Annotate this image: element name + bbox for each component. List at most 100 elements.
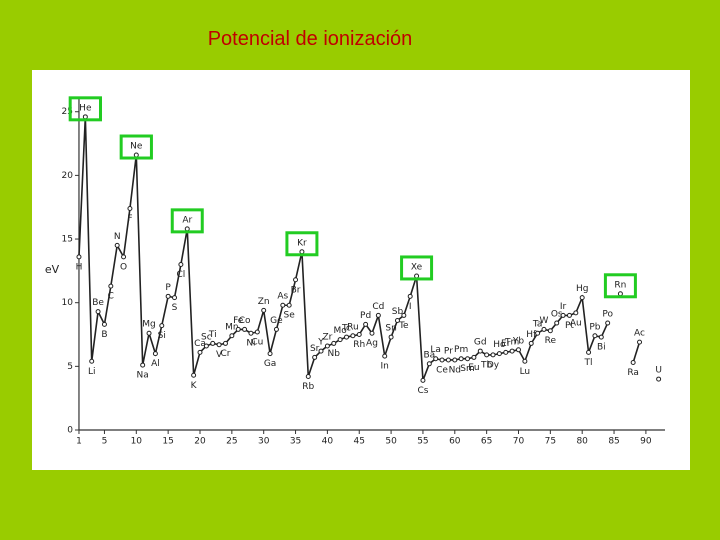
element-label: Pb — [589, 322, 600, 332]
element-label: Cu — [251, 337, 263, 347]
element-label: Rn — [614, 280, 626, 290]
data-point — [82, 114, 88, 120]
data-point — [363, 321, 369, 327]
y-tick-label: 25 — [62, 107, 73, 117]
data-point — [152, 351, 158, 357]
element-label: Si — [158, 331, 166, 341]
x-tick-label: 40 — [322, 437, 334, 447]
data-point — [248, 330, 254, 336]
element-label: Ni — [246, 339, 255, 349]
element-label: Eu — [468, 363, 479, 373]
element-label: Y — [317, 338, 324, 348]
data-point — [235, 326, 241, 332]
element-label: Gd — [474, 338, 487, 348]
data-point — [127, 205, 133, 211]
data-point — [484, 352, 490, 358]
data-point — [586, 349, 592, 355]
element-label: Rh — [353, 340, 365, 350]
data-point — [637, 339, 643, 345]
element-label: Br — [291, 285, 301, 295]
element-label: Cd — [372, 302, 384, 312]
element-label: Pm — [454, 345, 468, 355]
data-point — [617, 291, 623, 297]
data-point — [286, 302, 292, 308]
data-point — [522, 358, 528, 364]
element-label: Al — [151, 359, 160, 369]
x-tick-label: 10 — [131, 437, 143, 447]
highlight-box — [170, 208, 204, 234]
data-point — [121, 254, 127, 260]
data-point — [547, 328, 553, 334]
data-point — [592, 333, 598, 339]
x-tick-label: 50 — [385, 437, 397, 447]
slide-title: Potencial de ionización — [207, 28, 413, 50]
element-label: K — [191, 381, 198, 391]
data-point — [114, 242, 120, 248]
element-label: Ca — [194, 339, 206, 349]
y-axis-label: eV — [45, 263, 60, 276]
element-label: Er — [501, 339, 511, 349]
data-point — [191, 372, 197, 378]
data-point — [445, 357, 451, 363]
element-label: Yb — [512, 336, 524, 346]
data-point — [356, 332, 362, 338]
data-point — [197, 349, 203, 355]
data-point — [280, 302, 286, 308]
element-label: V — [216, 350, 223, 360]
data-point — [89, 358, 95, 364]
x-tick-label: 30 — [258, 437, 270, 447]
element-label: Cs — [417, 386, 428, 396]
x-tick-label: 20 — [194, 437, 206, 447]
element-label: W — [540, 316, 549, 326]
element-label: F — [127, 214, 132, 224]
data-point — [210, 340, 216, 346]
data-point — [439, 357, 445, 363]
data-point — [503, 349, 509, 355]
y-tick-label: 20 — [62, 171, 74, 181]
data-point — [222, 340, 228, 346]
x-tick-label: 35 — [290, 437, 301, 447]
data-point — [471, 354, 477, 360]
data-point — [146, 330, 152, 336]
element-label: Dy — [487, 360, 500, 370]
element-label: Ho — [493, 340, 506, 350]
element-label: Li — [88, 367, 96, 377]
element-label: Ti — [208, 330, 217, 340]
data-point — [172, 295, 178, 301]
highlight-box — [285, 231, 319, 257]
element-label: Mo — [333, 326, 347, 336]
data-point — [293, 277, 299, 283]
data-point — [420, 377, 426, 383]
element-label: In — [381, 362, 389, 372]
element-label: Ga — [264, 359, 277, 369]
element-label: Cl — [176, 270, 185, 280]
element-label: C — [108, 292, 114, 302]
data-point — [242, 326, 248, 332]
data-point — [605, 320, 611, 326]
y-tick-label: 10 — [62, 298, 74, 308]
x-tick-label: 25 — [226, 437, 237, 447]
data-point — [414, 273, 420, 279]
element-label: Hg — [576, 284, 588, 294]
data-point — [184, 226, 190, 232]
data-point — [95, 309, 101, 315]
x-tick-label: 1 — [76, 437, 82, 447]
data-point — [407, 293, 413, 299]
element-label: Bi — [597, 343, 606, 353]
element-label: He — [79, 103, 92, 113]
data-point — [477, 348, 483, 354]
element-label: Tm — [504, 338, 519, 348]
element-label: Tc — [341, 324, 351, 334]
element-label: Ir — [560, 302, 567, 312]
element-label: N — [114, 232, 121, 242]
x-tick-label: 80 — [576, 437, 588, 447]
element-label: Sn — [385, 324, 396, 334]
element-label: Hf — [526, 330, 537, 340]
data-point — [554, 320, 560, 326]
element-label: Mg — [142, 320, 155, 330]
x-tick-label: 90 — [640, 437, 652, 447]
data-point — [458, 356, 464, 362]
series-line — [632, 341, 641, 363]
data-point — [178, 262, 184, 267]
x-tick-label: 70 — [513, 437, 525, 447]
